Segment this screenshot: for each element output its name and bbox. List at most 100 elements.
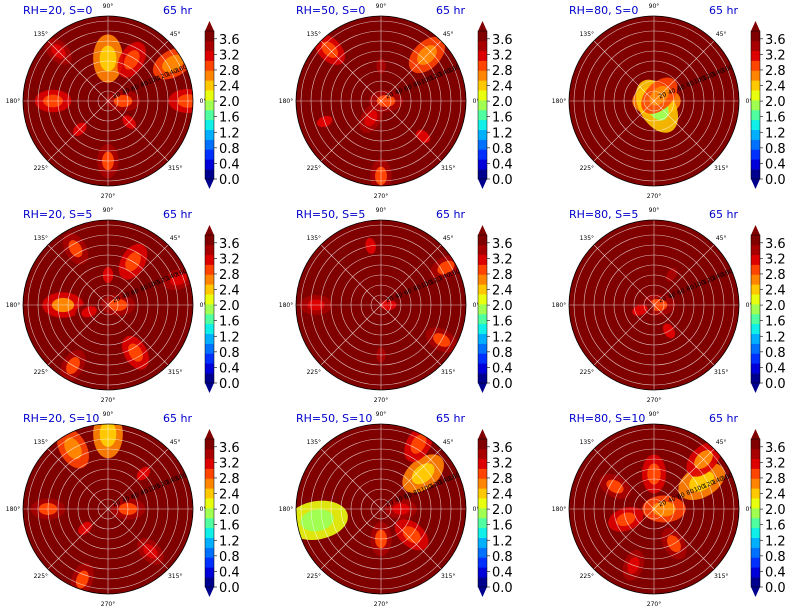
contour-core <box>68 240 83 258</box>
radial-tick-label: 120 <box>429 479 442 490</box>
colorbar: 0.00.40.81.21.62.02.42.83.23.6 <box>750 429 786 597</box>
colorbar-tick-label: 2.0 <box>765 299 786 314</box>
radial-tick-label: 80 <box>413 284 423 293</box>
colorbar-frame <box>750 234 761 384</box>
colorbar-segment <box>205 100 214 111</box>
angle-tick-label: 180° <box>6 98 20 105</box>
angle-tick-label: 180° <box>552 506 566 513</box>
radial-tick-label: 20 <box>385 91 395 100</box>
colorbar-segment <box>751 60 760 71</box>
colorbar-segment <box>751 527 760 538</box>
colorbar: 0.00.40.81.21.62.02.42.83.23.6 <box>750 21 786 189</box>
angle-tick-label: 0° <box>746 302 753 309</box>
colorbar-tick-label: 0.8 <box>219 142 240 157</box>
grid-spoke <box>47 448 109 510</box>
colorbar-tick-label: 0.0 <box>492 581 513 596</box>
colorbar-segment <box>478 508 487 519</box>
colorbar-segment <box>205 70 214 81</box>
radial-tick-label: 80 <box>413 488 423 497</box>
colorbar-segment <box>478 517 487 529</box>
colorbar-segment <box>205 80 214 91</box>
colorbar-segment <box>205 90 214 101</box>
colorbar-segment <box>478 109 487 121</box>
radial-tick-label: 140 <box>438 475 451 486</box>
colorbar-segment <box>205 343 214 354</box>
colorbar-tick-label: 0.4 <box>492 361 513 376</box>
colorbar-tick-label: 0.4 <box>492 157 513 172</box>
colorbar-tick-label: 2.8 <box>219 268 240 283</box>
colorbar-segment <box>205 517 214 529</box>
radial-tick-label: 80 <box>686 80 696 89</box>
panel-time-label: 65 hr <box>709 4 738 17</box>
radial-tick-label: 120 <box>156 479 169 490</box>
colorbar-tick-label: 1.6 <box>219 315 240 330</box>
grid-spoke <box>380 100 442 162</box>
radial-tick-label: 120 <box>702 71 715 82</box>
angle-tick-label: 225° <box>580 369 594 376</box>
colorbar-segment <box>478 139 487 150</box>
colorbar-segment <box>478 353 487 364</box>
radial-tick-label: 60 <box>403 491 413 500</box>
colorbar-segment <box>478 547 487 558</box>
colorbar-segment <box>751 498 760 509</box>
radial-tick-label: 160 <box>175 64 188 75</box>
grid-spoke <box>593 244 655 306</box>
angle-tick-label: 135° <box>307 439 321 446</box>
colorbar-segment <box>751 567 760 578</box>
contour-core <box>300 509 334 532</box>
colorbar-segment <box>478 284 487 295</box>
colorbar-tick-label: 0.0 <box>765 173 786 188</box>
angle-tick-label: 135° <box>580 439 594 446</box>
radial-tick-label: 120 <box>702 275 715 286</box>
contour-core <box>162 54 184 73</box>
colorbar-segment <box>751 468 760 479</box>
angle-tick-label: 270° <box>101 601 115 608</box>
colorbar-segment <box>205 169 214 180</box>
colorbar-tick-label: 1.2 <box>765 330 786 345</box>
polar-outline <box>568 423 740 595</box>
colorbar-segment <box>751 323 760 334</box>
radial-tick-label: 140 <box>711 67 724 78</box>
polar-outline <box>295 219 467 391</box>
colorbar-tick-label: 0.0 <box>765 581 786 596</box>
radial-tick-label: 40 <box>394 495 404 504</box>
grid-spoke <box>653 508 715 570</box>
radial-tick-label: 80 <box>140 80 150 89</box>
colorbar-tick-label: 0.8 <box>765 346 786 361</box>
contour-core <box>75 570 89 589</box>
radial-tick-label: 40 <box>121 87 131 96</box>
radial-tick-label: 140 <box>711 271 724 282</box>
colorbar-segment <box>205 304 214 315</box>
angle-tick-label: 45° <box>170 439 181 446</box>
radial-tick-label: 40 <box>121 291 131 300</box>
colorbar-segment <box>478 31 487 42</box>
angle-tick-label: 90° <box>103 207 114 214</box>
colorbar-tick-label: 3.2 <box>219 456 240 471</box>
colorbar-extend-min <box>205 587 214 597</box>
colorbar-segment <box>205 353 214 364</box>
colorbar: 0.00.40.81.21.62.02.42.83.23.6 <box>477 429 513 597</box>
colorbar-frame <box>477 438 488 588</box>
colorbar-frame <box>204 30 215 180</box>
radial-tick-label: 100 <box>693 75 706 86</box>
angle-tick-label: 90° <box>376 3 387 10</box>
radial-tick-label: 20 <box>385 499 395 508</box>
colorbar-segment <box>751 139 760 150</box>
polar-outline <box>295 15 467 187</box>
colorbar-segment <box>205 458 214 469</box>
colorbar-tick-label: 0.4 <box>219 157 240 172</box>
colorbar-segment <box>478 254 487 265</box>
colorbar-segment <box>205 60 214 71</box>
angle-tick-label: 45° <box>443 235 454 242</box>
colorbar-extend-max <box>751 21 760 31</box>
colorbar-tick-label: 0.8 <box>492 550 513 565</box>
grid-spoke <box>320 304 382 366</box>
grid-spoke <box>320 40 382 102</box>
colorbar-segment <box>478 478 487 489</box>
grid-spoke <box>320 508 382 570</box>
colorbar-tick-label: 0.0 <box>219 173 240 188</box>
polar-outline <box>568 219 740 391</box>
radial-tick-label: 40 <box>667 87 677 96</box>
